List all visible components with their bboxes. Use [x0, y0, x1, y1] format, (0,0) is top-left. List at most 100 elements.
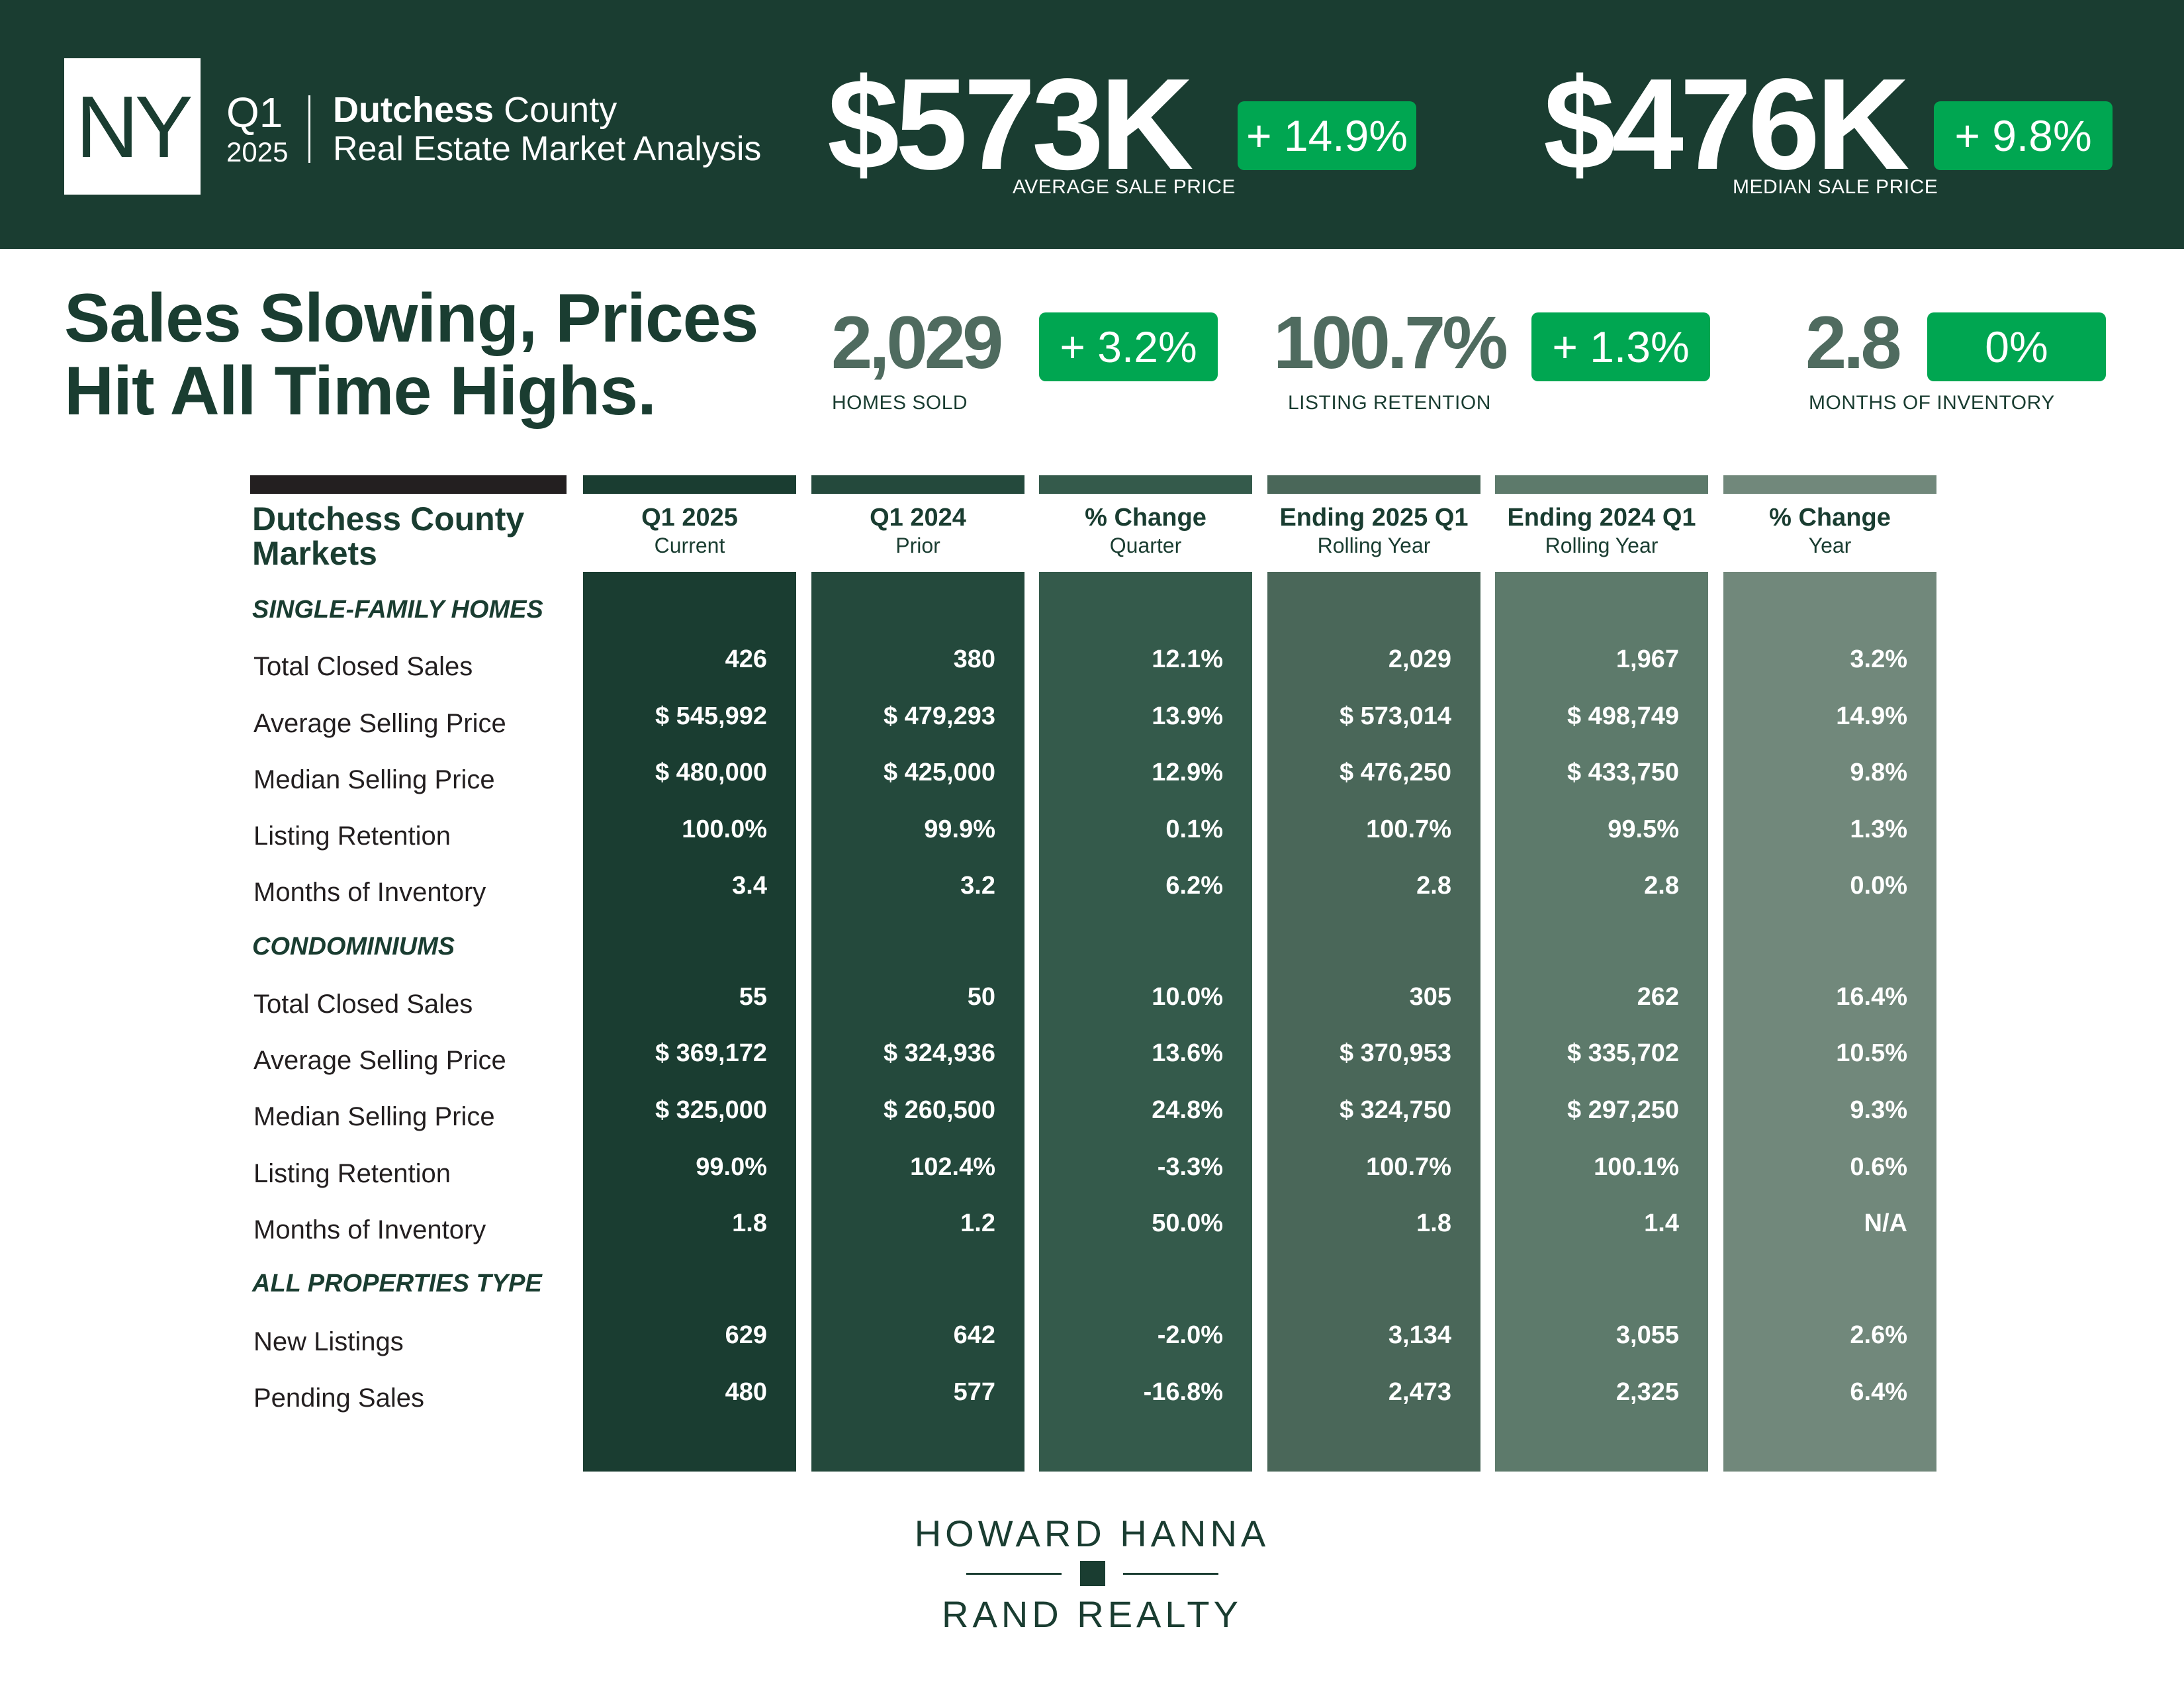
months-of-inventory-change-badge: 0%	[1927, 312, 2106, 381]
table-cell: $ 425,000	[883, 759, 995, 786]
table-cell: 1.8	[1416, 1209, 1451, 1237]
table-cell: $ 324,936	[883, 1039, 995, 1067]
logo-rule-right	[1123, 1573, 1218, 1575]
column-body	[1267, 572, 1480, 1472]
table-cell: 629	[725, 1321, 767, 1349]
column-header: Ending 2025 Q1 Rolling Year	[1267, 503, 1480, 559]
logo-square-icon	[1080, 1561, 1105, 1586]
table-cell: 2.6%	[1850, 1321, 1907, 1349]
row-label: Listing Retention	[253, 821, 451, 851]
homes-sold-value: 2,029	[831, 301, 1003, 384]
column-top-bar	[811, 475, 1024, 494]
table-cell: 50.0%	[1152, 1209, 1223, 1237]
row-label: Median Selling Price	[253, 765, 495, 794]
table-cell: $ 476,250	[1339, 759, 1451, 786]
table-cell: $ 479,293	[883, 702, 995, 730]
table-cell: 2.8	[1416, 872, 1451, 900]
table-cell: 13.9%	[1152, 702, 1223, 730]
table-cell: $ 369,172	[655, 1039, 767, 1067]
label-column-bar	[250, 475, 567, 494]
row-label: New Listings	[253, 1327, 404, 1356]
average-sale-price-caption: AVERAGE SALE PRICE	[1013, 176, 1236, 198]
table-cell: 262	[1637, 983, 1679, 1011]
section-label-all-properties: ALL PROPERTIES TYPE	[252, 1270, 542, 1297]
table-cell: 3,055	[1615, 1321, 1679, 1349]
row-label: Median Selling Price	[253, 1102, 495, 1131]
table-cell: 6.2%	[1165, 872, 1223, 900]
column-header-title: Q1 2024	[870, 504, 966, 532]
table-cell: $ 297,250	[1567, 1096, 1679, 1124]
column-header-title: % Change	[1769, 504, 1891, 532]
table-cell: 3.2%	[1850, 645, 1907, 673]
state-logo-box: NY	[64, 58, 201, 195]
column-top-bar	[1495, 475, 1708, 494]
table-cell: 6.4%	[1850, 1378, 1907, 1406]
row-label: Months of Inventory	[253, 878, 486, 907]
listing-retention-change-badge: + 1.3%	[1531, 312, 1710, 381]
table-cell: 100.7%	[1366, 1153, 1451, 1181]
table-cell: 3.2	[960, 872, 995, 900]
table-cell: 12.9%	[1152, 759, 1223, 786]
column-top-bar	[583, 475, 796, 494]
column-header-title: Ending 2025 Q1	[1279, 504, 1469, 532]
column-header-subtitle: Rolling Year	[1545, 534, 1659, 557]
row-label: Average Selling Price	[253, 709, 506, 738]
column-top-bar	[1723, 475, 1936, 494]
table-cell: $ 498,749	[1567, 702, 1679, 730]
table-cell: 2,325	[1615, 1378, 1679, 1406]
row-label: Total Closed Sales	[253, 990, 473, 1019]
homes-sold-caption: HOMES SOLD	[832, 392, 968, 414]
column-body	[811, 572, 1024, 1472]
table-cell: 10.5%	[1836, 1039, 1907, 1067]
table-cell: 0.0%	[1850, 872, 1907, 900]
row-label: Months of Inventory	[253, 1215, 486, 1244]
table-cell: -2.0%	[1157, 1321, 1223, 1349]
state-abbreviation: NY	[75, 77, 193, 175]
table-cell: 9.8%	[1850, 759, 1907, 786]
months-of-inventory-value: 2.8	[1805, 301, 1902, 384]
homes-sold-change-badge: + 3.2%	[1039, 312, 1218, 381]
brand-logo-line-2: RAND REALTY	[942, 1593, 1242, 1635]
table-cell: 13.6%	[1152, 1039, 1223, 1067]
column-header: Ending 2024 Q1 Rolling Year	[1495, 503, 1708, 559]
table-title-line-1: Dutchess County	[252, 500, 525, 538]
column-header-subtitle: Quarter	[1109, 534, 1182, 557]
column-top-bar	[1267, 475, 1480, 494]
median-sale-price-change-badge: + 9.8%	[1934, 101, 2113, 170]
table-cell: 1.2	[960, 1209, 995, 1237]
section-label-single-family: SINGLE-FAMILY HOMES	[252, 596, 543, 624]
row-label: Pending Sales	[253, 1383, 424, 1413]
column-header: Q1 2025 Current	[583, 503, 796, 559]
table-cell: 50	[967, 983, 995, 1011]
table-cell: 3,134	[1388, 1321, 1451, 1349]
table-cell: 1,967	[1615, 645, 1679, 673]
quarter-year: 2025	[226, 136, 289, 167]
table-cell: 0.6%	[1850, 1153, 1907, 1181]
table-cell: 99.0%	[696, 1153, 767, 1181]
table-cell: 2,029	[1388, 645, 1451, 673]
report-title: Dutchess County Real Estate Market Analy…	[333, 90, 761, 168]
logo-rule-left	[966, 1573, 1062, 1575]
column-body	[1723, 572, 1936, 1472]
column-header-title: Ending 2024 Q1	[1507, 504, 1696, 532]
table-cell: 100.0%	[682, 816, 767, 843]
column-top-bar	[1039, 475, 1252, 494]
table-cell: 55	[739, 983, 767, 1011]
county-suffix: County	[494, 90, 617, 130]
table-cell: 426	[725, 645, 767, 673]
table-cell: 10.0%	[1152, 983, 1223, 1011]
column-header: % Change Quarter	[1039, 503, 1252, 559]
table-cell: 99.5%	[1608, 816, 1679, 843]
column-header-title: Q1 2025	[641, 504, 738, 532]
column-header: Q1 2024 Prior	[811, 503, 1024, 559]
row-label: Total Closed Sales	[253, 652, 473, 681]
average-sale-price-value: $573K	[827, 52, 1194, 197]
table-cell: 305	[1409, 983, 1451, 1011]
section-label-condominiums: CONDOMINIUMS	[252, 933, 455, 961]
headline-line-2: Hit All Time Highs.	[64, 353, 657, 430]
column-header-title: % Change	[1085, 504, 1206, 532]
average-sale-price-change-badge: + 14.9%	[1238, 101, 1416, 170]
column-body	[1495, 572, 1708, 1472]
table-cell: 3.4	[732, 872, 767, 900]
headline-line-1: Sales Slowing, Prices	[64, 280, 758, 357]
